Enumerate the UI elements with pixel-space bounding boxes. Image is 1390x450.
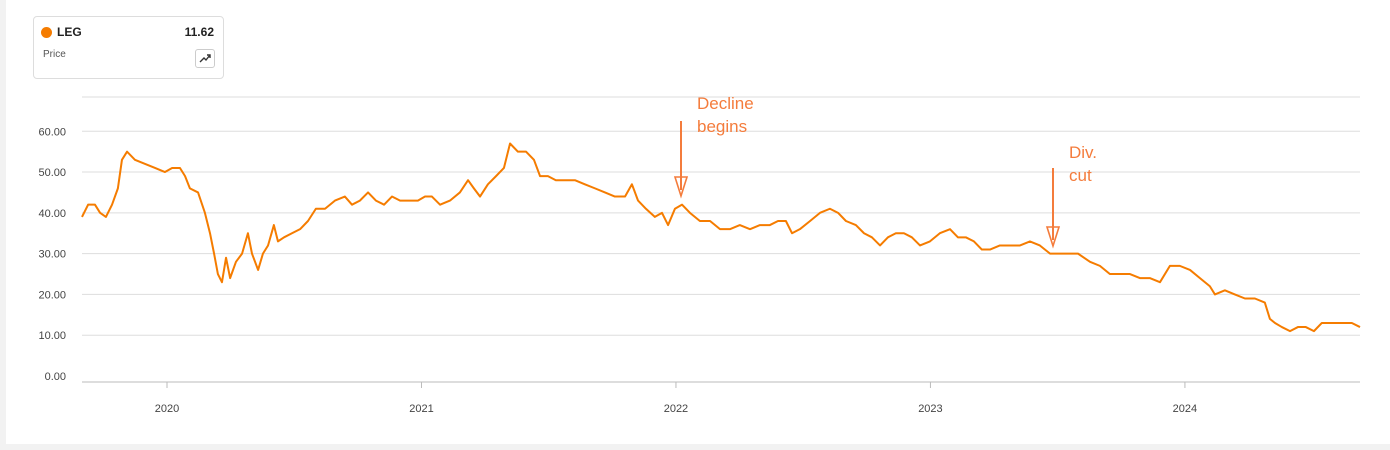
last-price: 11.62 — [184, 25, 214, 39]
x-tick-label: 2022 — [664, 403, 688, 415]
x-tick-label: 2023 — [918, 403, 942, 415]
x-tick-label: 2024 — [1173, 403, 1197, 415]
y-tick-label: 40.00 — [38, 208, 66, 220]
legend-swatch — [41, 27, 52, 38]
price-line — [81, 142, 1361, 333]
annotation-arrows — [673, 121, 1061, 249]
chart-type-button[interactable] — [195, 49, 215, 68]
annotation: Decline begins — [697, 94, 754, 136]
y-tick-label: 20.00 — [38, 289, 66, 301]
y-tick-label: 50.00 — [38, 167, 66, 179]
price-label: Price — [43, 49, 66, 60]
legend-symbol: LEG — [57, 25, 82, 39]
y-tick-label: 10.00 — [38, 330, 66, 342]
y-tick-label: 30.00 — [38, 249, 66, 261]
y-tick-label: 60.00 — [38, 126, 66, 138]
legend-card: LEG 11.62 Price — [33, 16, 224, 79]
annotation: Div. cut — [1069, 143, 1098, 185]
x-tick-label: 2021 — [409, 403, 433, 415]
x-tick-label: 2020 — [155, 403, 179, 415]
y-tick-label: 0.00 — [45, 371, 66, 383]
panel — [6, 0, 1390, 444]
